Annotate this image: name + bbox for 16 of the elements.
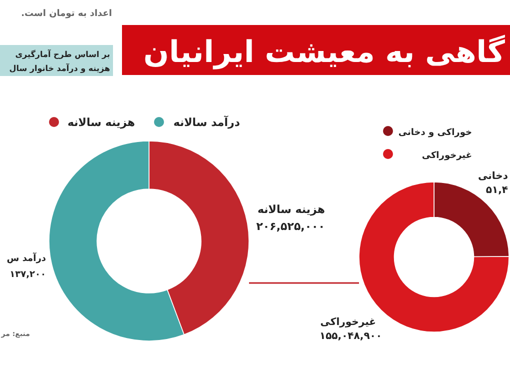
- text: ۲۰۶,۵۲۵,۰۰۰: [256, 220, 325, 233]
- text: درآمد س: [6, 252, 46, 264]
- legend-label: خوراکی و دخانی: [398, 128, 472, 138]
- text: ۱۳۷,۲۰۰: [10, 270, 46, 280]
- text: بر اساس طرح آمارگیری: [15, 49, 110, 59]
- text: غیرخوراکی: [320, 317, 376, 328]
- text: ۱۵۵,۰۴۸,۹۰۰: [319, 331, 382, 342]
- slice-label: غیرخوراکی: [422, 151, 472, 161]
- text: هزینه و درآمد خانوار سال: [9, 63, 110, 73]
- text: ۵۱,۴: [486, 185, 508, 196]
- legend-label: هزینه سالانه: [67, 116, 135, 129]
- text: هزینه سالانه: [257, 203, 325, 216]
- text: دخانی: [478, 171, 508, 182]
- text: گاهی به معیشت ایرانیان: [143, 34, 506, 70]
- legend-label: درآمد سالانه: [173, 115, 240, 129]
- text: اعداد به تومان است.: [21, 9, 112, 19]
